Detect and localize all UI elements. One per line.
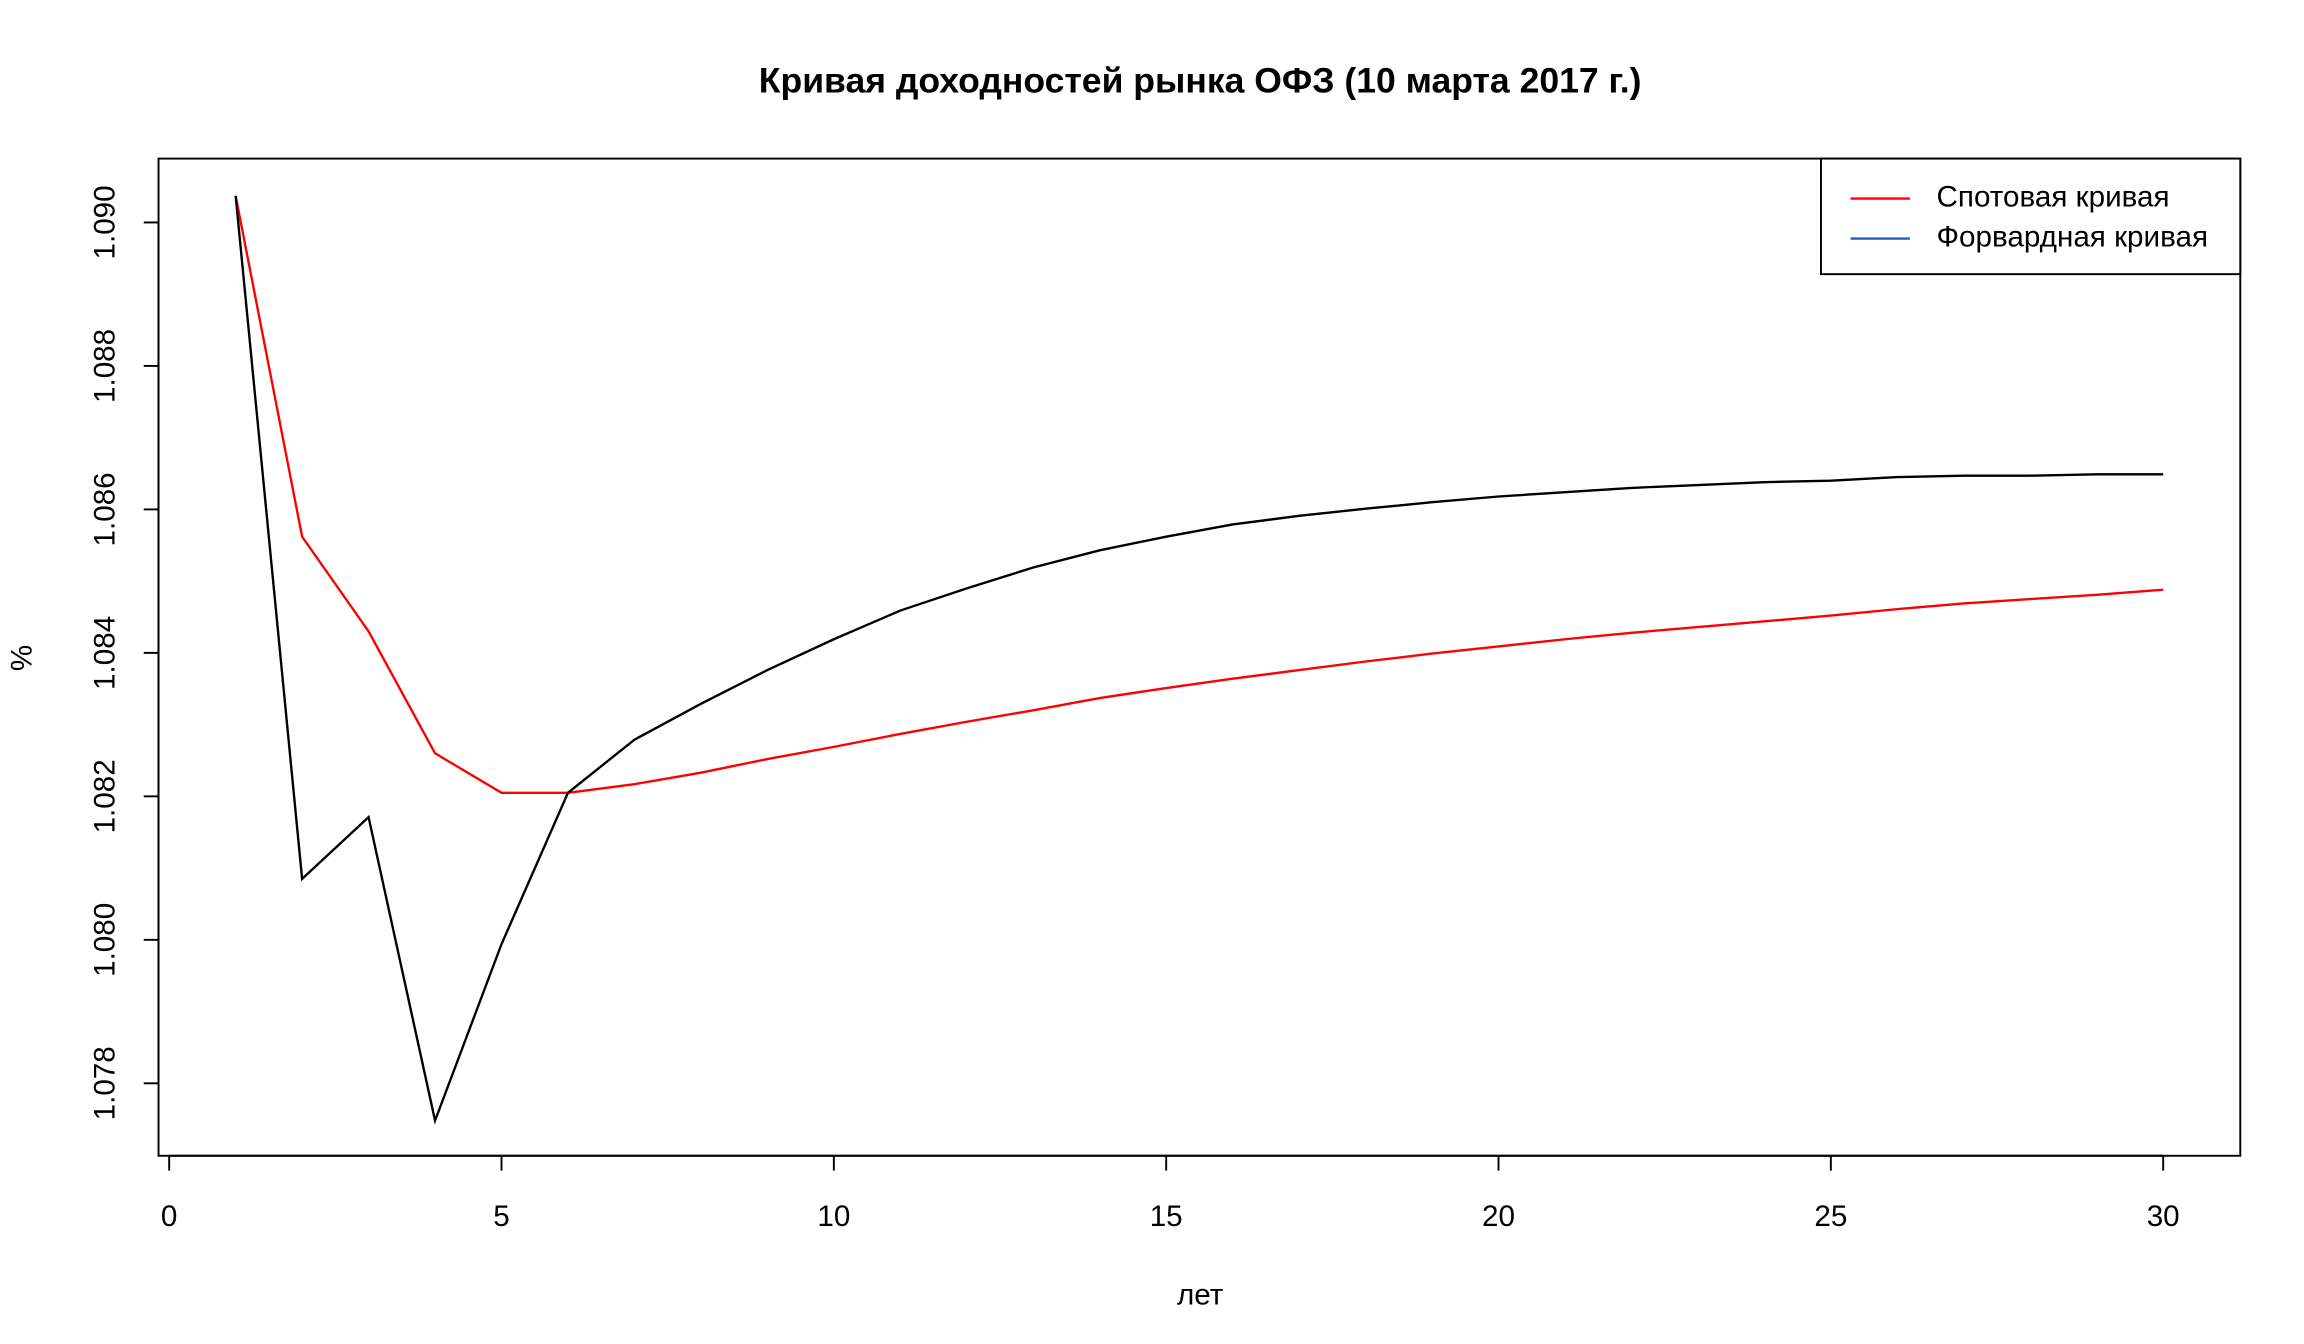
y-tick-label: 1.080: [89, 903, 122, 977]
legend-label: Форвардная кривая: [1937, 220, 2208, 253]
y-tick-label: 1.090: [89, 185, 122, 259]
x-tick-label: 20: [1482, 1200, 1515, 1233]
series-line: [234, 195, 2164, 794]
legend-label: Спотовая кривая: [1937, 180, 2170, 213]
y-tick-label: 1.088: [89, 329, 122, 403]
legend-box: [1820, 157, 2242, 276]
y-axis-label: %: [6, 645, 39, 671]
x-tick-label: 15: [1150, 1200, 1183, 1233]
y-tick-label: 1.086: [89, 472, 122, 546]
series-line: [234, 195, 2164, 1125]
x-axis-label: лет: [1177, 1278, 1224, 1311]
chart-title: Кривая доходностей рынка ОФЗ (10 марта 2…: [759, 60, 1642, 100]
y-tick-label: 1.082: [89, 759, 122, 833]
x-tick-label: 30: [2147, 1200, 2180, 1233]
y-tick-label: 1.078: [89, 1046, 122, 1120]
y-tick-label: 1.084: [89, 616, 122, 690]
x-tick-label: 25: [1814, 1200, 1847, 1233]
x-tick-label: 5: [493, 1200, 509, 1233]
x-tick-label: 0: [161, 1200, 177, 1233]
x-tick-label: 10: [817, 1200, 850, 1233]
